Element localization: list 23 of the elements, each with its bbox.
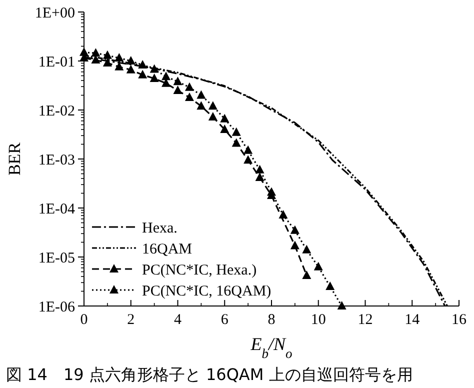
x-tick-label: 4 xyxy=(174,312,182,328)
legend-label: PC(NC*IC, Hexa.) xyxy=(142,262,257,278)
x-tick-label: 16 xyxy=(452,312,467,328)
y-tick-label: 1E+00 xyxy=(34,5,75,22)
legend-label: PC(NC*IC, 16QAM) xyxy=(142,283,272,300)
y-tick-label: 1E-04 xyxy=(38,201,76,218)
y-axis-title: BER xyxy=(5,142,24,176)
y-tick-label: 1E-05 xyxy=(38,250,75,266)
x-tick-label: 6 xyxy=(220,312,229,328)
x-tick-label: 12 xyxy=(358,312,373,328)
x-tick-label: 0 xyxy=(80,312,88,328)
x-tick-label: 10 xyxy=(310,312,326,328)
x-axis-title: E$_{b}$/N$_{o}$ xyxy=(250,334,293,360)
x-tick-label: 2 xyxy=(127,312,135,328)
y-tick-label: 1E-03 xyxy=(38,152,75,168)
y-tick-label: 1E-02 xyxy=(38,103,75,120)
legend-label: Hexa. xyxy=(142,220,178,236)
x-tick-label: 14 xyxy=(404,312,420,328)
caption: 図 14 19 点六角形格子と 16QAM 上の自巡回符号を用 xyxy=(6,365,413,384)
legend-label: 16QAM xyxy=(142,241,192,258)
y-tick-label: 1E-06 xyxy=(38,299,76,316)
x-tick-label: 8 xyxy=(268,312,276,328)
y-tick-label: 1E-01 xyxy=(38,54,75,70)
